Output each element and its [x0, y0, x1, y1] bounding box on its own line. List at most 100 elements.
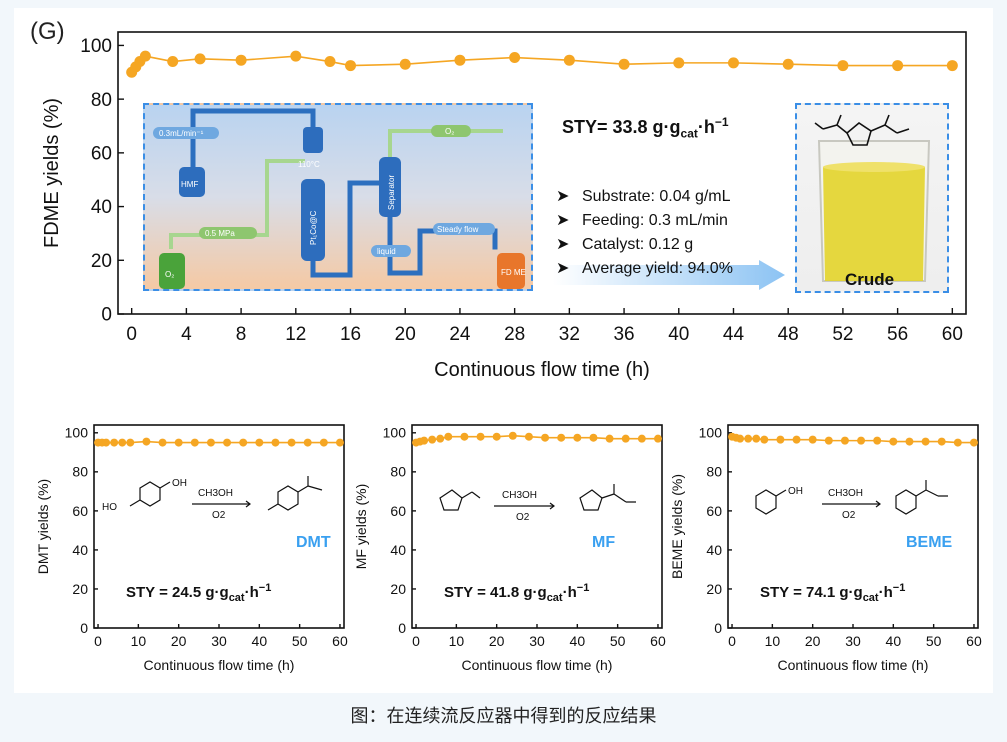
beme-xtick-label: 40 [886, 633, 902, 649]
sty-text: STY = 24.5 g·g [126, 584, 229, 601]
flow-label-rate: 0.3mL/min⁻¹ [159, 129, 204, 138]
fdme-data-point [673, 57, 685, 69]
fdme-xtick-label: 44 [723, 324, 745, 345]
beme-data-point [857, 436, 866, 445]
dmt-y-axis-title: DMT yields (%) [35, 479, 51, 574]
dmt-data-point [206, 438, 215, 447]
fdme-data-point [399, 58, 411, 70]
beme-ytick-label: 60 [706, 503, 722, 519]
beme-xtick-label: 50 [926, 633, 942, 649]
beme-tag: BEME [906, 534, 953, 551]
beme-data-point [744, 434, 753, 443]
mf-xtick-label: 40 [570, 633, 586, 649]
mf-data-point [637, 434, 646, 443]
beme-data-point [792, 435, 801, 444]
fdme-x-axis-title: Continuous flow time (h) [434, 359, 650, 381]
mf-ytick-label: 80 [390, 464, 406, 480]
beme-reaction-scheme: OH CH3OH O2 [755, 480, 948, 521]
fdme-xtick-label: 48 [778, 324, 799, 345]
fdme-data-point [454, 54, 466, 66]
flow-label-hmf: HMF [181, 180, 198, 189]
mf-data-point [420, 436, 429, 445]
beme-data-point [905, 437, 914, 446]
sty-sup: −1 [576, 582, 590, 594]
fdme-xtick-label: 0 [126, 324, 137, 345]
dmt-data-point [223, 438, 232, 447]
fdme-data-point [345, 60, 357, 72]
fdme-xtick-label: 60 [942, 324, 963, 345]
beme-sty: STY = 74.1 g·gcat·h−1 [760, 582, 905, 604]
mf-ytick-label: 0 [398, 620, 406, 636]
flow-label-temp: 110°C [298, 160, 320, 169]
flow-label-catalyst: Pt₁Co@C [309, 210, 318, 245]
panel-label: (G) [30, 18, 65, 45]
dmt-xtick-label: 0 [94, 633, 102, 649]
dmt-ytick-label: 80 [72, 464, 88, 480]
fdme-data-point [194, 53, 206, 65]
mf-xtick-label: 30 [529, 633, 545, 649]
beme-data-point [937, 437, 946, 446]
beme-data-point [889, 437, 898, 446]
beme-xtick-label: 30 [845, 633, 861, 649]
sty-text: STY = 74.1 g·g [760, 584, 863, 601]
mf-series-line [415, 434, 658, 444]
dmt-data-point [239, 438, 248, 447]
beme-data-point [760, 435, 769, 444]
fdme-data-point [727, 57, 739, 69]
beme-ytick-label: 40 [706, 542, 722, 558]
mf-data-point [621, 434, 630, 443]
mf-xtick-label: 10 [449, 633, 465, 649]
dmt-xtick-label: 30 [211, 633, 227, 649]
beme-series-line [731, 435, 974, 444]
mf-data-point [653, 434, 662, 443]
dmt-ytick-label: 0 [80, 620, 88, 636]
fdme-ytick-label: 80 [91, 90, 112, 111]
beme-data-point [840, 436, 849, 445]
dmt-data-point [271, 438, 280, 447]
fdme-xtick-label: 4 [181, 324, 192, 345]
fdme-plot-frame [117, 31, 967, 315]
mf-data-point [436, 434, 445, 443]
reagent-top: CH3OH [828, 488, 863, 499]
beaker-image [814, 114, 931, 282]
beme-data-point [873, 436, 882, 445]
beme-data-point [736, 434, 745, 443]
dmt-data-point [190, 438, 199, 447]
fdme-xtick-label: 32 [559, 324, 580, 345]
sty-sub: cat [680, 126, 698, 141]
bullet-text: Substrate: 0.04 g/mL [582, 188, 731, 205]
bullet-text: Feeding: 0.3 mL/min [582, 212, 728, 229]
fdme-ytick-label: 0 [101, 305, 112, 326]
dmt-x-axis-title: Continuous flow time (h) [144, 657, 295, 673]
fdme-xtick-label: 20 [395, 324, 416, 345]
beme-ytick-label: 0 [714, 620, 722, 636]
dmt-sty: STY = 24.5 g·gcat·h−1 [126, 582, 271, 604]
dmt-tag: DMT [296, 534, 331, 551]
sty-sub: cat [862, 592, 879, 604]
mf-data-point [541, 433, 550, 442]
mf-xtick-label: 60 [650, 633, 666, 649]
conditions-list: ➤ Substrate: 0.04 g/mL ➤ Feeding: 0.3 mL/m… [556, 186, 733, 282]
flow-label-fdme: FD ME [501, 268, 526, 277]
main-sty-label: STY= 33.8 g·gcat·h−1 [562, 115, 729, 141]
fdme-y-axis-title: FDME yields (%) [41, 98, 63, 248]
beme-y-axis-title: BEME yields (%) [669, 474, 685, 579]
dmt-data-point [102, 438, 111, 447]
dmt-ytick-label: 20 [72, 581, 88, 597]
scheme-oh: OH [172, 478, 187, 489]
mf-xtick-label: 0 [412, 633, 420, 649]
bullet-catalyst: ➤ Catalyst: 0.12 g [556, 236, 694, 253]
mf-data-point [557, 433, 566, 442]
dmt-xtick-label: 10 [131, 633, 147, 649]
beme-data-point [752, 434, 761, 443]
sty-sub: cat [228, 592, 245, 604]
flow-label-steady: Steady flow [437, 225, 479, 234]
mf-data-point [524, 432, 533, 441]
fdme-ytick-label: 60 [91, 144, 112, 165]
dmt-data-point [142, 437, 151, 446]
mf-ytick-label: 60 [390, 503, 406, 519]
dmt-data-point [335, 438, 344, 447]
main-chart: 0 4 8 12 16 20 24 28 32 36 40 44 48 52 56 6002040608010… [41, 31, 967, 381]
dmt-ytick-label: 100 [65, 425, 89, 441]
dmt-data-point [287, 438, 296, 447]
